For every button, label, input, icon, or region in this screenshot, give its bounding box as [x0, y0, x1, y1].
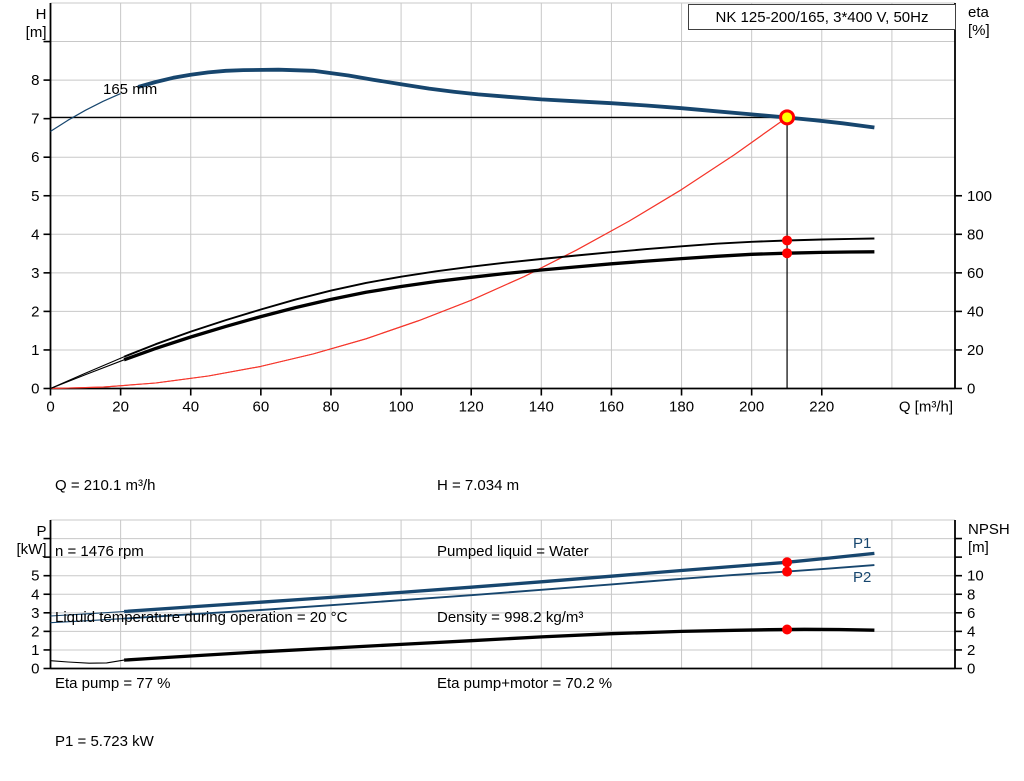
duty-point-marker[interactable]	[779, 109, 796, 126]
left-tick-label: 8	[31, 72, 39, 89]
result-line: Q = 210.1 m³/h	[55, 477, 156, 494]
left-tick-label: 3	[31, 265, 39, 282]
right-tick-label: 100	[967, 188, 992, 205]
x-tick-label: 100	[389, 399, 414, 416]
x-axis-label: Q [m³/h]	[899, 399, 953, 416]
x-tick-label: 20	[112, 399, 129, 416]
left-axis-label: H	[36, 6, 47, 23]
left-tick-label: 2	[31, 623, 39, 640]
pump-title: NK 125-200/165, 3*400 V, 50Hz	[715, 8, 929, 26]
npsh-curve	[123, 627, 875, 662]
left-tick-label: 5	[31, 188, 39, 205]
impeller-diameter-label: 165 mm	[103, 81, 157, 98]
head-curve-165mm	[137, 67, 875, 130]
eta-pump-motor-curve	[123, 250, 875, 362]
right-tick-label: 60	[967, 265, 984, 282]
left-tick-label: 3	[31, 605, 39, 622]
left-tick-label: 6	[31, 149, 39, 166]
result-line: Pumped liquid = Water	[437, 543, 589, 560]
right-axis-label: NPSH	[968, 521, 1010, 538]
p2-power-curve-lead	[50, 618, 125, 624]
p2-curve-label: P2	[853, 569, 871, 586]
result-line: P1 = 5.723 kW	[55, 733, 154, 750]
operating-point-dot	[782, 624, 793, 635]
power-results: P1 = 5.723 kW P2 = 5.218 kW NPSH = 4.2 m…	[55, 687, 397, 781]
right-tick-label: 10	[967, 568, 984, 585]
x-tick-label: 140	[529, 399, 554, 416]
x-tick-label: 120	[459, 399, 484, 416]
right-tick-label: 6	[967, 605, 975, 622]
left-tick-label: 1	[31, 642, 39, 659]
result-line: H = 7.034 m	[437, 477, 520, 494]
right-tick-label: 0	[967, 661, 975, 678]
operating-point-dot	[782, 248, 793, 259]
left-tick-label: 1	[31, 342, 39, 359]
head-curve-165mm-lead	[50, 93, 121, 132]
right-tick-label: 4	[967, 623, 975, 640]
left-tick-label: 0	[31, 381, 39, 398]
left-tick-label: 2	[31, 303, 39, 320]
duty-results-right: H = 7.034 m Pumped liquid = Water Densit…	[437, 431, 612, 739]
result-line: Eta pump+motor = 70.2 %	[437, 675, 613, 692]
right-axis-label: [%]	[968, 22, 990, 39]
right-tick-label: 80	[967, 226, 984, 243]
system-curve	[50, 116, 788, 390]
p1-curve-label: P1	[853, 535, 871, 552]
qh-eta-chart: 0 20 40 60 80 100 120 140 160 180 200 220 Q [m³/h]01…	[26, 2, 992, 416]
operating-point-dot	[782, 566, 793, 577]
right-axis-label: [m]	[968, 539, 989, 556]
left-tick-label: 4	[31, 586, 39, 603]
x-tick-label: 60	[253, 399, 270, 416]
right-tick-label: 0	[967, 381, 975, 398]
eta-pump-curve-lead	[50, 356, 125, 390]
x-tick-label: 200	[739, 399, 764, 416]
p1-power-curve-lead	[50, 610, 125, 617]
operating-point-dot	[782, 557, 793, 568]
eta-pump-curve	[123, 237, 875, 358]
result-line: n = 1476 rpm	[55, 543, 144, 560]
operating-point-dot	[782, 235, 793, 246]
result-line: Density = 998.2 kg/m³	[437, 609, 584, 626]
left-axis-label: [m]	[26, 24, 47, 41]
left-axis-label: P	[36, 523, 46, 540]
left-tick-label: 0	[31, 661, 39, 678]
x-tick-label: 160	[599, 399, 624, 416]
duty-results-left: Q = 210.1 m³/h n = 1476 rpm Liquid tempe…	[55, 431, 347, 739]
x-tick-label: 220	[809, 399, 834, 416]
left-axis-label: [kW]	[17, 541, 47, 558]
right-tick-label: 8	[967, 586, 975, 603]
right-tick-label: 20	[967, 342, 984, 359]
x-tick-label: 40	[182, 399, 199, 416]
right-tick-label: 2	[967, 642, 975, 659]
left-tick-label: 5	[31, 568, 39, 585]
right-axis-label: eta	[968, 4, 990, 21]
x-tick-label: 0	[46, 399, 54, 416]
x-tick-label: 180	[669, 399, 694, 416]
x-tick-label: 80	[323, 399, 340, 416]
left-tick-label: 4	[31, 226, 39, 243]
right-tick-label: 40	[967, 303, 984, 320]
pump-title-box: NK 125-200/165, 3*400 V, 50Hz	[688, 4, 956, 30]
npsh-curve-lead	[50, 659, 125, 664]
result-line: Eta pump = 77 %	[55, 675, 171, 692]
result-line: Liquid temperature during operation = 20…	[55, 609, 348, 626]
left-tick-label: 7	[31, 111, 39, 128]
